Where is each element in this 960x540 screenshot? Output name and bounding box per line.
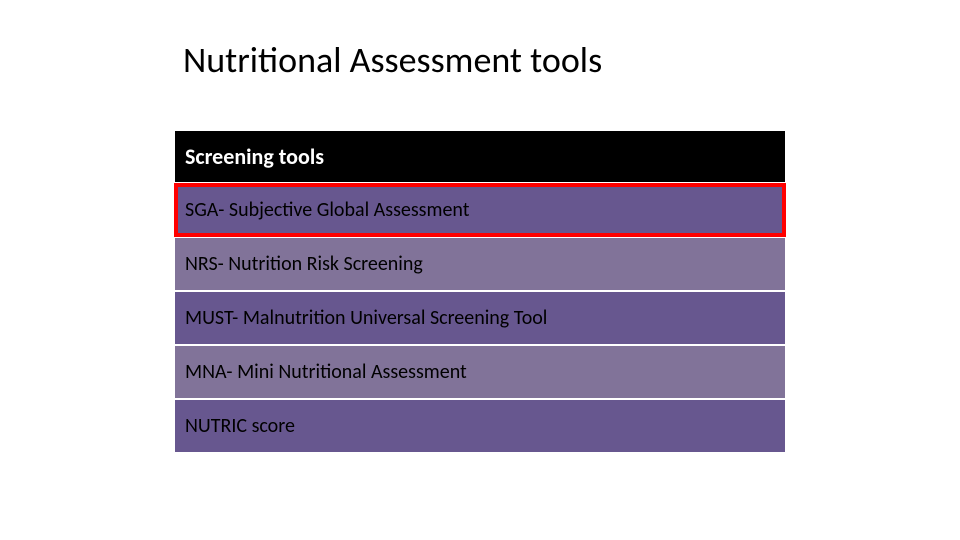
table-row: NRS- Nutrition Risk Screening [174, 237, 786, 291]
slide-title: Nutritional Assessment tools [183, 38, 602, 82]
table-header: Screening tools [174, 130, 786, 183]
table-row: MNA- Mini Nutritional Assessment [174, 345, 786, 399]
table-row: MUST- Malnutrition Universal Screening T… [174, 291, 786, 345]
table-row: SGA- Subjective Global Assessment [174, 183, 786, 237]
table-row: NUTRIC score [174, 399, 786, 453]
screening-tools-table: Screening toolsSGA- Subjective Global As… [173, 129, 787, 454]
